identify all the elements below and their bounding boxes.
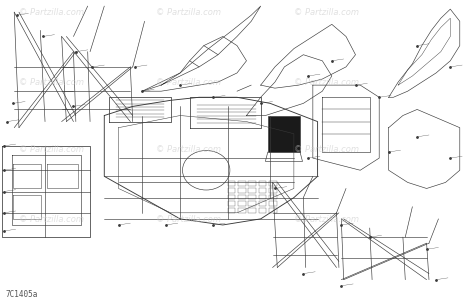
Text: © Partzilla.com: © Partzilla.com	[19, 78, 84, 87]
Bar	[238, 195, 246, 199]
Bar	[248, 208, 256, 213]
Bar	[248, 188, 256, 193]
Text: © Partzilla.com: © Partzilla.com	[156, 78, 221, 87]
Text: 7C1405a: 7C1405a	[6, 290, 38, 299]
Bar	[228, 208, 235, 213]
Bar	[248, 195, 256, 199]
Bar	[269, 208, 277, 213]
Bar	[238, 208, 246, 213]
Bar	[238, 201, 246, 206]
Text: © Partzilla.com: © Partzilla.com	[156, 215, 221, 224]
Bar	[269, 181, 277, 186]
Bar	[228, 188, 235, 193]
Bar	[228, 195, 235, 199]
Bar	[259, 201, 266, 206]
Text: © Partzilla.com: © Partzilla.com	[156, 8, 221, 17]
Text: © Partzilla.com: © Partzilla.com	[19, 145, 84, 154]
Bar	[269, 201, 277, 206]
Bar	[269, 195, 277, 199]
Text: © Partzilla.com: © Partzilla.com	[294, 145, 359, 154]
Text: © Partzilla.com: © Partzilla.com	[19, 215, 84, 224]
Text: © Partzilla.com: © Partzilla.com	[294, 8, 359, 17]
Bar	[259, 208, 266, 213]
Bar	[248, 201, 256, 206]
Bar	[259, 188, 266, 193]
Text: © Partzilla.com: © Partzilla.com	[294, 215, 359, 224]
FancyBboxPatch shape	[268, 116, 300, 152]
Bar	[269, 188, 277, 193]
Bar	[228, 181, 235, 186]
Text: © Partzilla.com: © Partzilla.com	[294, 78, 359, 87]
Bar	[238, 188, 246, 193]
Bar	[259, 195, 266, 199]
Bar	[259, 181, 266, 186]
Text: © Partzilla.com: © Partzilla.com	[19, 8, 84, 17]
Bar	[248, 181, 256, 186]
Bar	[238, 181, 246, 186]
Text: © Partzilla.com: © Partzilla.com	[156, 145, 221, 154]
Bar	[228, 201, 235, 206]
